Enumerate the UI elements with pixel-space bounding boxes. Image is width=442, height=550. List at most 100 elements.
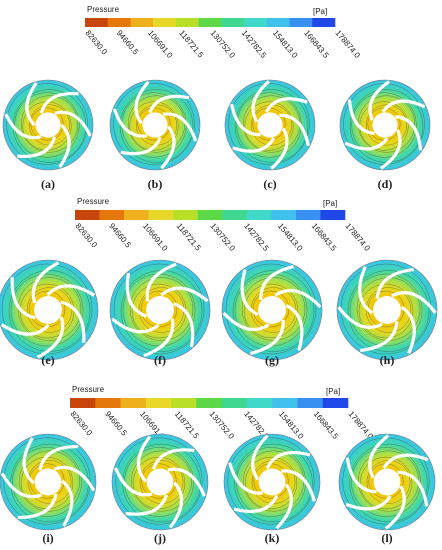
blade (162, 112, 198, 142)
contour-line (244, 456, 298, 510)
contour-line (131, 450, 192, 512)
panel-label: (h) (380, 353, 395, 367)
contour-line (349, 273, 423, 347)
blade (136, 435, 152, 483)
contour-line (228, 83, 310, 165)
colorbar-segment (295, 210, 321, 220)
impeller-plot (2, 79, 94, 171)
blade (143, 318, 175, 358)
contour-line (115, 437, 203, 525)
blade (281, 469, 316, 502)
contour-line (6, 83, 88, 165)
panel-label: (a) (41, 177, 55, 191)
contour-line (1, 263, 93, 355)
blade (111, 317, 160, 334)
blade (347, 99, 375, 136)
blade (397, 470, 429, 507)
colorbar-tick-label: 94660.5 (115, 29, 141, 57)
contour-line (20, 95, 79, 153)
blade (270, 127, 289, 170)
contour-line (141, 463, 177, 499)
contour-line (234, 443, 313, 523)
contour-line (227, 437, 315, 525)
blade (391, 291, 437, 314)
blade (114, 467, 153, 497)
contour-line (12, 447, 82, 517)
colorbar-tick-label: 142782.5 (242, 222, 271, 254)
contour-line (27, 460, 72, 504)
blade (228, 462, 263, 495)
panel-label: (d) (378, 177, 393, 191)
blade (148, 94, 190, 114)
contour-line (10, 273, 84, 347)
blade (112, 108, 148, 138)
colorbar-title: Pressure (77, 197, 110, 206)
colorbar-segment (196, 398, 222, 408)
blade (167, 467, 206, 497)
colorbar-segment (246, 398, 273, 408)
contour-line (113, 263, 205, 355)
colorbar-unit: [Pa] (323, 199, 337, 208)
colorbar-tick-label: 154813.0 (276, 222, 305, 254)
panel-label: (l) (381, 531, 392, 545)
impeller-plot (221, 259, 323, 361)
hub (258, 468, 286, 496)
blade (0, 472, 43, 499)
contour-line (129, 277, 194, 341)
impeller-plot (111, 433, 209, 531)
colorbar-tick-label: 178874.0 (343, 222, 372, 254)
colorbar-tick-label: 94660.5 (103, 410, 129, 438)
contour-line (3, 437, 91, 525)
blade (0, 323, 50, 336)
blade (344, 137, 389, 151)
contour-line (351, 447, 421, 517)
contour-line (113, 83, 195, 165)
colorbar-segment (124, 210, 149, 220)
colorbar-segment (171, 398, 197, 408)
blade (53, 465, 96, 492)
blade (31, 261, 60, 304)
colorbar-tick-label: 106691.0 (141, 222, 170, 254)
colorbar-segment (85, 18, 109, 27)
blade (381, 99, 426, 113)
hub (142, 112, 168, 138)
colorbar-segment (95, 398, 121, 408)
blade (134, 80, 150, 125)
blade (230, 103, 261, 137)
contour-line (347, 270, 430, 352)
colorbar-tick-label: 118721.5 (175, 222, 203, 253)
colorbar-segment (221, 18, 245, 27)
blade (265, 450, 311, 470)
blade (251, 434, 269, 481)
blade (168, 481, 184, 529)
blade (60, 300, 86, 343)
colorbar-tick-label: 166843.5 (310, 222, 339, 254)
blade (275, 483, 293, 530)
colorbar-tick-label: 118721.5 (173, 410, 201, 441)
colorbar-segment (99, 210, 125, 220)
panel-label: (j) (154, 531, 166, 545)
blade (375, 267, 414, 299)
blade (249, 319, 285, 355)
contour-line (129, 101, 179, 151)
blade (345, 495, 392, 511)
blade (274, 288, 322, 309)
hub (146, 296, 174, 324)
blade (382, 453, 429, 469)
impeller-plot (0, 259, 99, 361)
contour-line (26, 287, 73, 333)
contour-line (119, 89, 194, 163)
blade (240, 269, 259, 317)
contour-line (241, 277, 306, 341)
hub (373, 296, 401, 324)
colorbar-title: Pressure (87, 5, 120, 14)
contour-line (351, 92, 417, 158)
colorbar-segment (246, 210, 272, 220)
colorbar-segment (289, 18, 313, 27)
colorbar-segment (173, 210, 199, 220)
colorbar-title: Pressure (72, 385, 105, 394)
contour-line (252, 290, 290, 328)
colorbar-tick-label: 94660.5 (107, 222, 133, 250)
blade (25, 82, 38, 127)
